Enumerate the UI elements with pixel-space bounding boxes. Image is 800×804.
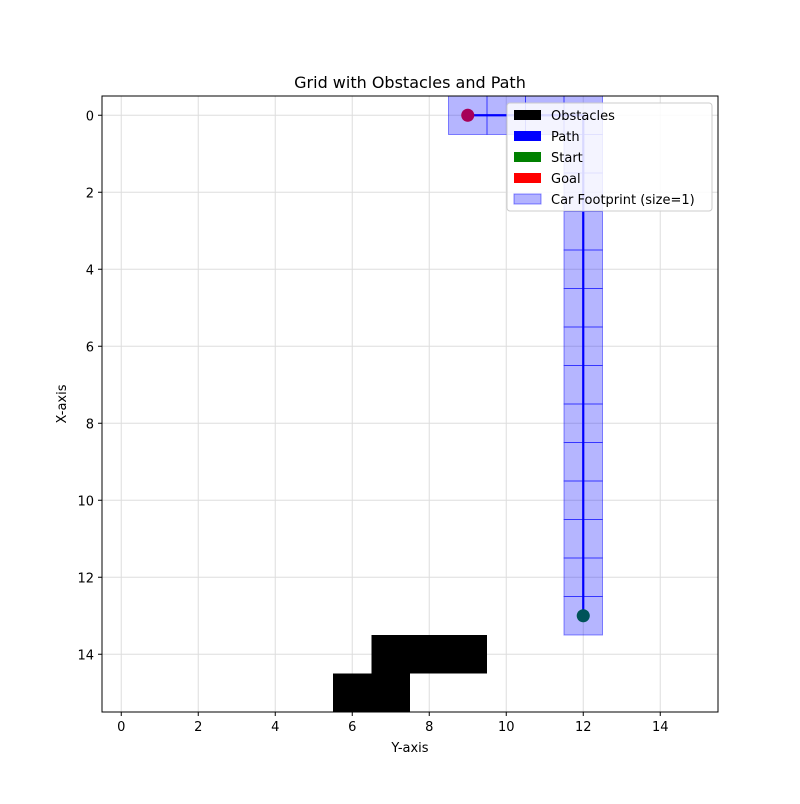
obstacle-cell bbox=[333, 673, 372, 712]
x-tick-label: 10 bbox=[498, 720, 515, 735]
chart-title: Grid with Obstacles and Path bbox=[294, 73, 526, 92]
x-tick-label: 12 bbox=[575, 720, 592, 735]
x-ticks: 0 2 4 6 8 10 12 14 bbox=[117, 712, 669, 735]
y-tick-label: 6 bbox=[86, 340, 94, 355]
legend-box bbox=[506, 102, 713, 212]
y-tick-label: 12 bbox=[77, 571, 94, 586]
y-tick-label: 8 bbox=[86, 417, 94, 432]
legend-label: Goal bbox=[551, 172, 581, 187]
start-marker bbox=[576, 609, 590, 623]
grid-lines bbox=[102, 96, 718, 712]
goal-marker-overlay bbox=[461, 108, 475, 122]
x-tick-label: 4 bbox=[271, 720, 279, 735]
y-tick-label: 0 bbox=[86, 109, 94, 124]
legend-label: Start bbox=[551, 151, 583, 166]
x-tick-label: 14 bbox=[652, 720, 669, 735]
y-axis-label: X-axis bbox=[55, 384, 70, 423]
legend-swatch bbox=[514, 110, 541, 120]
y-tick-label: 2 bbox=[86, 186, 94, 201]
obstacles bbox=[333, 635, 487, 712]
obstacle-cell bbox=[371, 635, 410, 674]
y-tick-label: 10 bbox=[77, 494, 94, 509]
legend-swatch bbox=[514, 173, 541, 183]
goal-marker bbox=[461, 108, 475, 122]
obstacle-cell bbox=[448, 635, 487, 674]
y-tick-label: 14 bbox=[77, 648, 94, 663]
y-ticks: 0 2 4 6 8 10 12 14 bbox=[77, 109, 102, 663]
x-tick-label: 0 bbox=[117, 720, 125, 735]
plot-frame bbox=[101, 95, 719, 713]
legend-label: Car Footprint (size=1) bbox=[551, 193, 695, 208]
legend-label: Obstacles bbox=[551, 109, 615, 124]
y-tick-label: 4 bbox=[86, 263, 94, 278]
x-axis-label: Y-axis bbox=[390, 741, 428, 756]
start-marker-overlay bbox=[576, 609, 590, 623]
obstacle-cell bbox=[410, 635, 449, 674]
obstacle-cell bbox=[371, 673, 410, 712]
legend: Obstacles Path Start Goal Car Footprint (siz… bbox=[506, 102, 713, 212]
legend-swatch bbox=[513, 193, 542, 205]
x-tick-label: 6 bbox=[348, 720, 356, 735]
markers bbox=[461, 108, 590, 623]
legend-swatch bbox=[514, 152, 541, 162]
legend-swatch bbox=[514, 131, 541, 141]
x-tick-label: 8 bbox=[425, 720, 433, 735]
legend-label: Path bbox=[551, 130, 580, 145]
x-tick-label: 2 bbox=[194, 720, 202, 735]
